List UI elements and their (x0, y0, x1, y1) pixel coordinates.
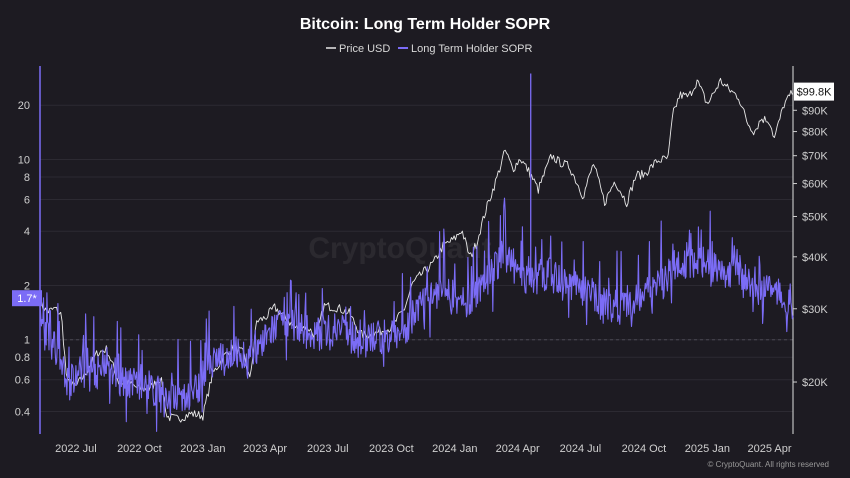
left-tick-label: 4 (24, 226, 30, 238)
left-axis: 0.4 0.6 0.8 1 2 4 6 8 10 20 (15, 66, 41, 434)
x-tick-label: 2024 Oct (622, 443, 667, 455)
legend: Price USD Long Term Holder SOPR (326, 43, 533, 55)
x-tick-label: 2022 Oct (117, 443, 162, 455)
copyright-text: © CryptoQuant. All rights reserved (708, 460, 830, 469)
left-tick-label: 20 (18, 100, 30, 112)
x-tick-label: 2023 Oct (369, 443, 414, 455)
left-tick-label: 0.6 (15, 375, 30, 387)
right-tick-label: $20K (802, 377, 828, 389)
x-tick-label: 2024 Jul (560, 443, 602, 455)
x-tick-label: 2023 Apr (243, 443, 287, 455)
left-tick-label: 2 (24, 280, 30, 292)
x-tick-label: 2023 Jul (307, 443, 349, 455)
right-tick-label: $60K (802, 179, 828, 191)
left-tick-label: 10 (18, 154, 30, 166)
left-tick-label: 8 (24, 172, 30, 184)
right-tick-label: $90K (802, 105, 828, 117)
price-current-label: $99.8K (797, 87, 833, 99)
right-tick-label: $50K (802, 211, 828, 223)
legend-label-price: Price USD (339, 43, 390, 55)
left-tick-label: 6 (24, 194, 30, 206)
right-tick-label: $70K (802, 151, 828, 163)
left-tick-label: 1 (24, 335, 30, 347)
x-tick-label: 2022 Jul (55, 443, 97, 455)
axis-markers: 1.7* $99.8K (12, 82, 834, 307)
x-tick-label: 2025 Apr (748, 443, 792, 455)
price-current-badge (794, 82, 834, 101)
x-tick-label: 2023 Jan (180, 443, 225, 455)
legend-label-sopr: Long Term Holder SOPR (411, 43, 533, 55)
sopr-current-label: 1.7* (17, 293, 37, 305)
right-tick-label: $80K (802, 127, 828, 139)
watermark: CryptoQuant (308, 232, 491, 265)
x-axis: 2022 Jul 2022 Oct 2023 Jan 2023 Apr 2023 Jul… (55, 443, 792, 455)
left-tick-label: 0.4 (15, 406, 30, 418)
x-tick-label: 2025 Jan (685, 443, 730, 455)
right-axis: $20K $30K $40K $50K $60K $70K $80K $90K (792, 66, 828, 434)
left-tick-label: 0.8 (15, 352, 30, 364)
series-line-sopr (39, 197, 794, 432)
x-tick-label: 2024 Apr (496, 443, 540, 455)
x-tick-label: 2024 Jan (432, 443, 477, 455)
right-tick-label: $40K (802, 252, 828, 264)
sopr-current-badge (12, 290, 42, 307)
chart-title: Bitcoin: Long Term Holder SOPR (300, 16, 551, 33)
right-tick-label: $30K (802, 304, 828, 316)
series-layer (39, 73, 794, 432)
series-line-price (39, 77, 793, 423)
